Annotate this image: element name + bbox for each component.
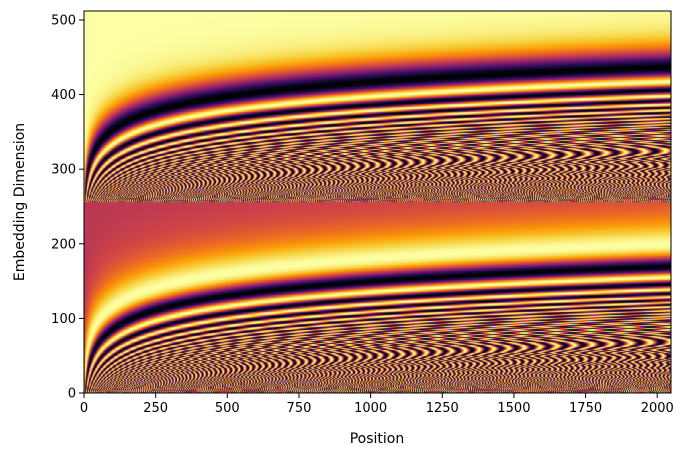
- x-tick-label: 1750: [569, 401, 602, 416]
- y-axis-ticks: 0 100 200 300 400 500: [51, 13, 84, 402]
- y-tick-label: 0: [68, 387, 76, 402]
- x-tick-label: 1000: [354, 401, 387, 416]
- plot-frame: [83, 10, 672, 394]
- x-tick-label: 750: [287, 401, 312, 416]
- heatmap-image: [84, 11, 671, 393]
- y-tick-label: 300: [51, 163, 76, 178]
- y-tick-label: 500: [51, 13, 76, 28]
- x-tick-label: 0: [80, 401, 88, 416]
- y-axis-label: Embedding Dimension: [12, 123, 28, 281]
- x-tick-label: 1250: [426, 401, 459, 416]
- x-tick-label: 1500: [497, 401, 530, 416]
- y-tick-label: 100: [51, 312, 76, 327]
- x-axis-ticks: 0 250 500 750 1000 1250 1500 1750 2000: [80, 393, 674, 416]
- x-tick-label: 250: [143, 401, 168, 416]
- y-tick-label: 200: [51, 237, 76, 252]
- x-tick-label: 500: [215, 401, 240, 416]
- y-tick-label: 400: [51, 88, 76, 103]
- x-axis-label: Position: [350, 431, 405, 447]
- x-tick-label: 2000: [641, 401, 674, 416]
